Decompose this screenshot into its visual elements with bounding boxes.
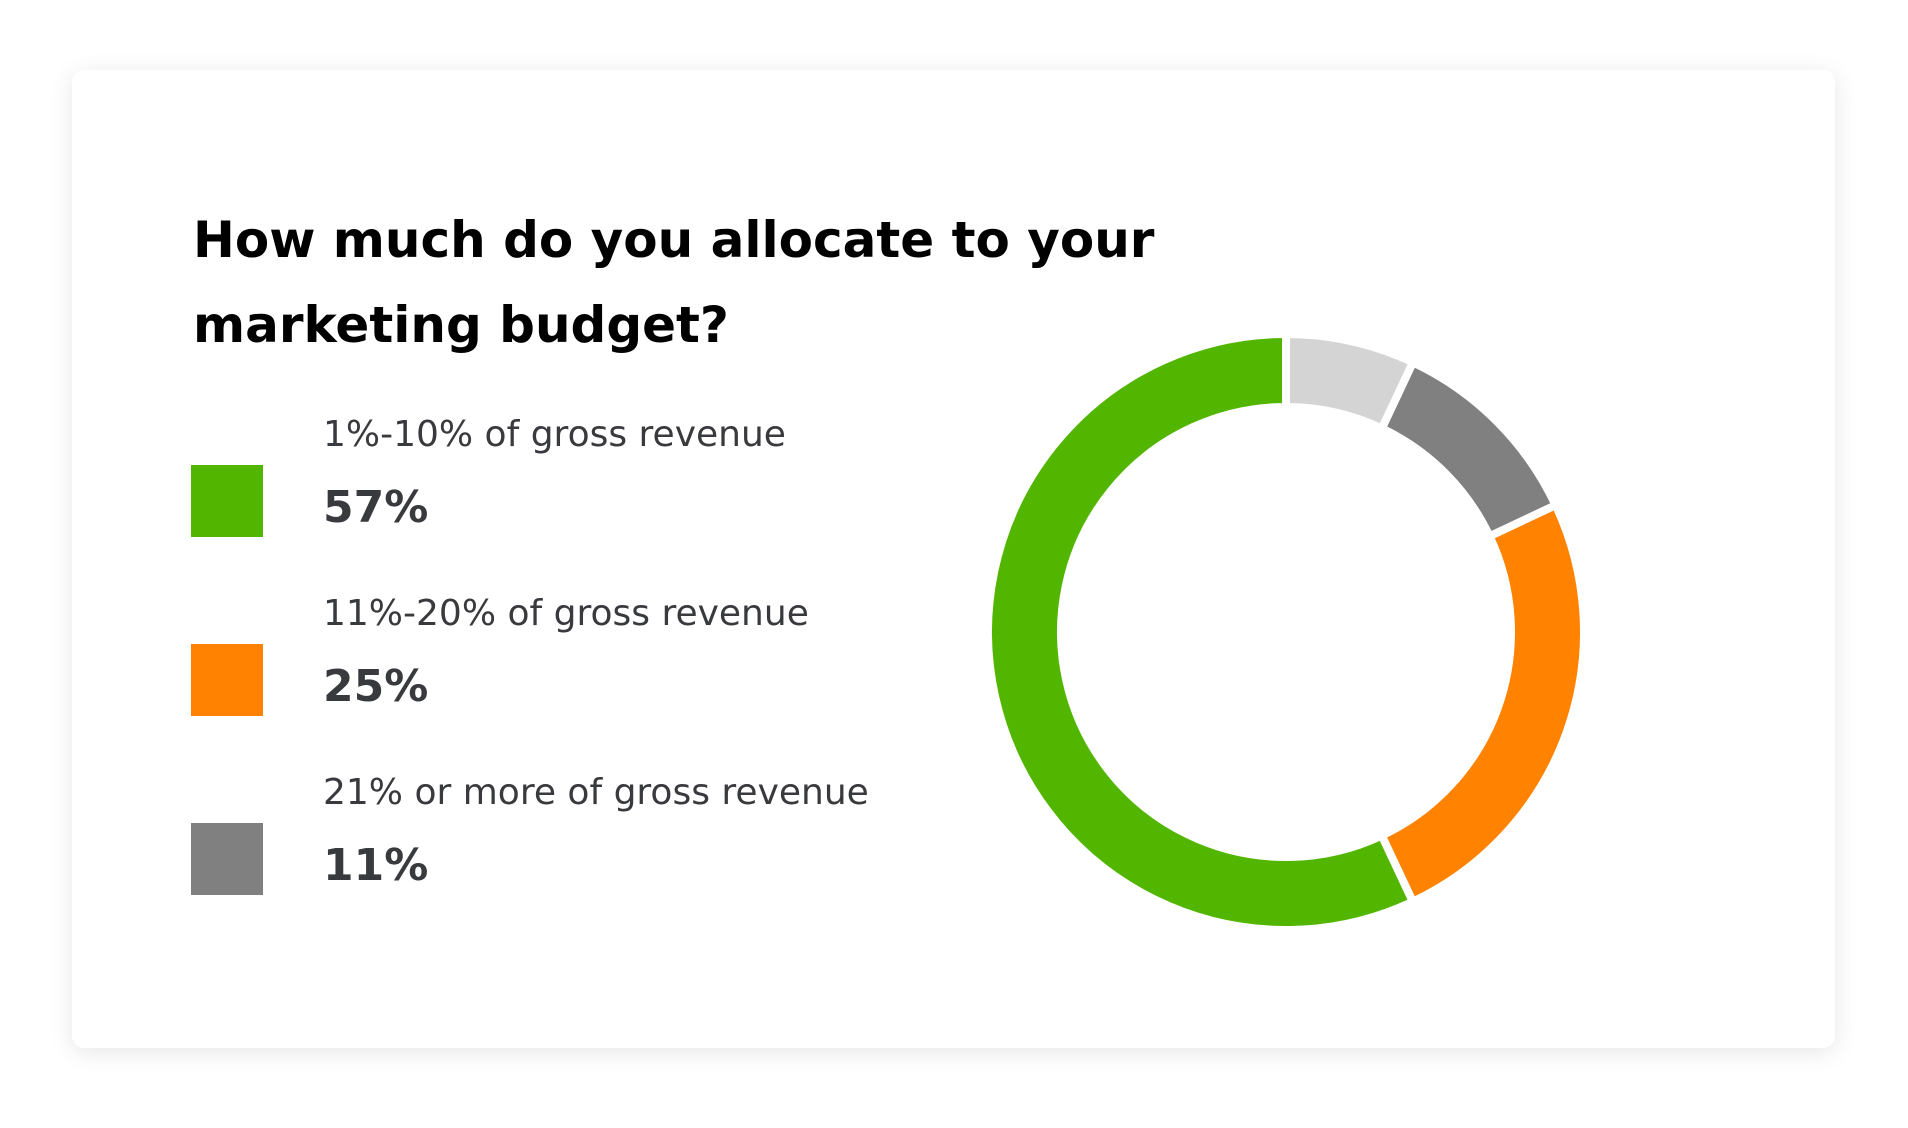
legend-label: 11%-20% of gross revenue — [323, 593, 809, 634]
value-label: 57% — [323, 482, 429, 533]
chart-title: How much do you allocate to your marketi… — [193, 211, 1155, 354]
card: How much do you allocate to your marketi… — [72, 70, 1835, 1048]
legend-label: 1%-10% of gross revenue — [323, 414, 786, 455]
donut-segment — [1282, 329, 1419, 434]
legend-label: 21% or more of gross revenue — [323, 772, 869, 813]
legend-swatch — [191, 823, 263, 895]
donut-chart — [984, 329, 1588, 934]
donut-segment — [984, 329, 1419, 934]
legend-swatch — [191, 465, 263, 537]
legend-swatch — [191, 644, 263, 716]
value-label: 11% — [323, 840, 429, 891]
donut-segment — [1376, 357, 1561, 542]
donut-segment — [1376, 499, 1588, 907]
value-label: 25% — [323, 661, 429, 712]
